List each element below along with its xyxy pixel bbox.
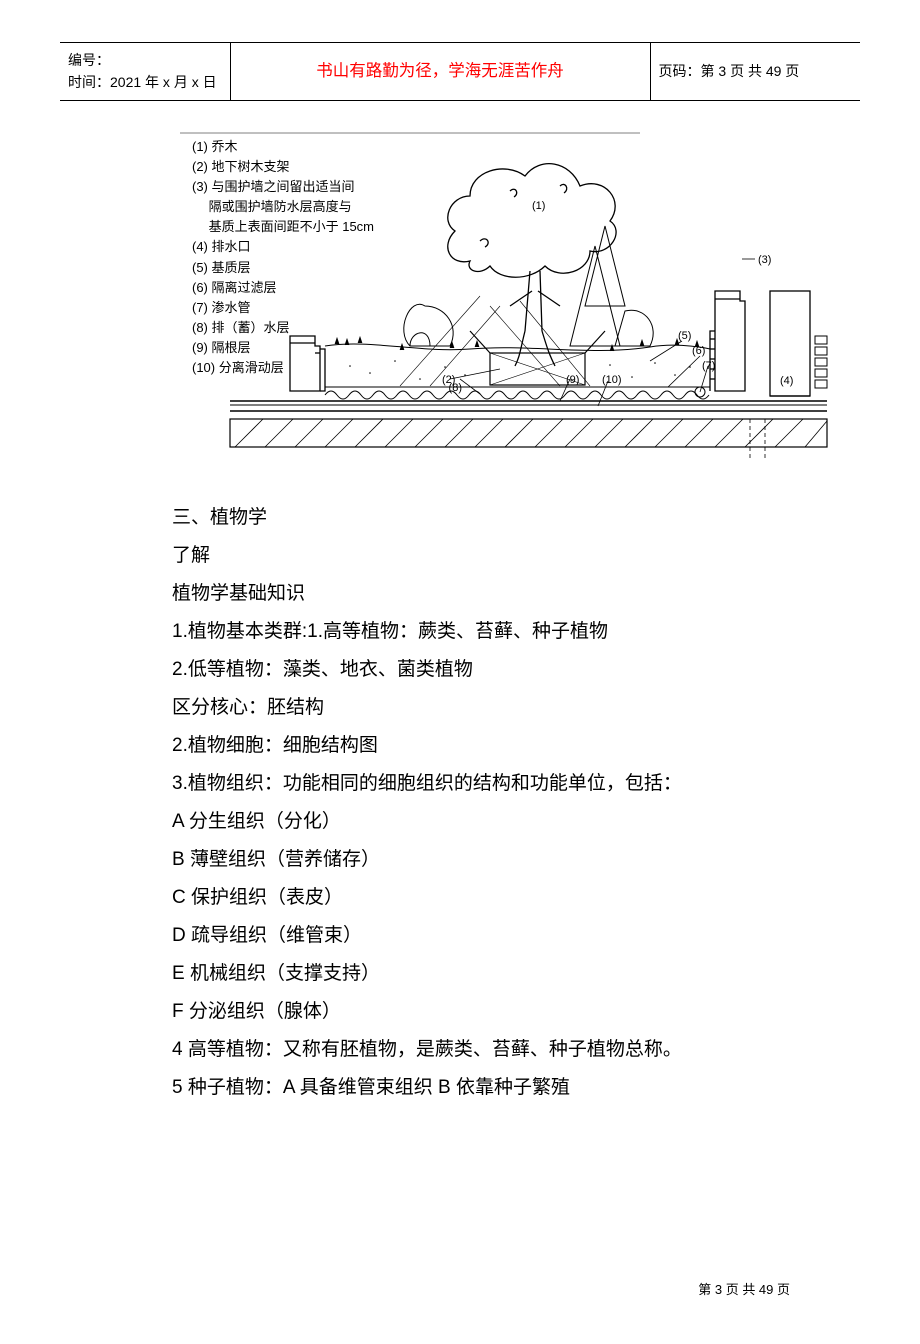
callout-8: (8) [449,382,462,394]
legend-item: (3) 与围护墙之间留出适当间 [192,177,374,197]
header-date: 时间：2021 年 x 月 x 日 [68,71,222,93]
para: 5 种子植物：A 具备维管束组织 B 依靠种子繁殖 [172,1069,832,1107]
legend-item: (2) 地下树木支架 [192,157,374,177]
callout-6: (6) [692,345,705,357]
legend-item: 隔或围护墙防水层高度与 [192,197,374,217]
callout-3: (3) [758,254,771,266]
para: 1.植物基本类群:1.高等植物：蕨类、苔藓、种子植物 [172,613,832,651]
body-text: 三、植物学 了解 植物学基础知识 1.植物基本类群:1.高等植物：蕨类、苔藓、种… [172,499,832,1107]
diagram-legend: (1) 乔木 (2) 地下树木支架 (3) 与围护墙之间留出适当间 隔或围护墙防… [192,137,374,379]
para: 三、植物学 [172,499,832,537]
callout-7: (7) [702,360,715,372]
para: 3.植物组织：功能相同的细胞组织的结构和功能单位，包括： [172,765,832,803]
page-footer: 第 3 页 共 49 页 [698,1279,790,1298]
callout-5: (5) [678,330,691,342]
legend-item: 基质上表面间距不小于 15cm [192,217,374,237]
para: 区分核心：胚结构 [172,689,832,727]
para: 2.低等植物：藻类、地衣、菌类植物 [172,651,832,689]
para: C 保护组织（表皮） [172,879,832,917]
legend-item: (4) 排水口 [192,237,374,257]
callout-10: (10) [602,374,622,386]
para: A 分生组织（分化） [172,803,832,841]
legend-item: (8) 排（蓄）水层 [192,318,374,338]
para: E 机械组织（支撑支持） [172,955,832,993]
callout-4: (4) [780,375,793,387]
header-page: 页码：第 3 页 共 49 页 [650,43,860,101]
para: 4 高等植物：又称有胚植物，是蕨类、苔藓、种子植物总称。 [172,1031,832,1069]
header-id: 编号： [68,49,222,71]
legend-item: (5) 基质层 [192,258,374,278]
legend-item: (7) 渗水管 [192,298,374,318]
para: F 分泌组织（腺体） [172,993,832,1031]
legend-item: (6) 隔离过滤层 [192,278,374,298]
para: B 薄壁组织（营养储存） [172,841,832,879]
legend-item: (10) 分离滑动层 [192,358,374,378]
header-left: 编号： 时间：2021 年 x 月 x 日 [60,43,230,101]
page-header-table: 编号： 时间：2021 年 x 月 x 日 书山有路勤为径，学海无涯苦作舟 页码… [60,42,860,101]
legend-item: (9) 隔根层 [192,338,374,358]
para: 了解 [172,537,832,575]
legend-item: (1) 乔木 [192,137,374,157]
para: 2.植物细胞：细胞结构图 [172,727,832,765]
header-motto: 书山有路勤为径，学海无涯苦作舟 [230,43,650,101]
callout-9: (9) [566,374,579,386]
para: D 疏导组织（维管束） [172,917,832,955]
para: 植物学基础知识 [172,575,832,613]
green-roof-diagram: (1) 乔木 (2) 地下树木支架 (3) 与围护墙之间留出适当间 隔或围护墙防… [170,131,830,471]
callout-1: (1) [532,200,545,212]
